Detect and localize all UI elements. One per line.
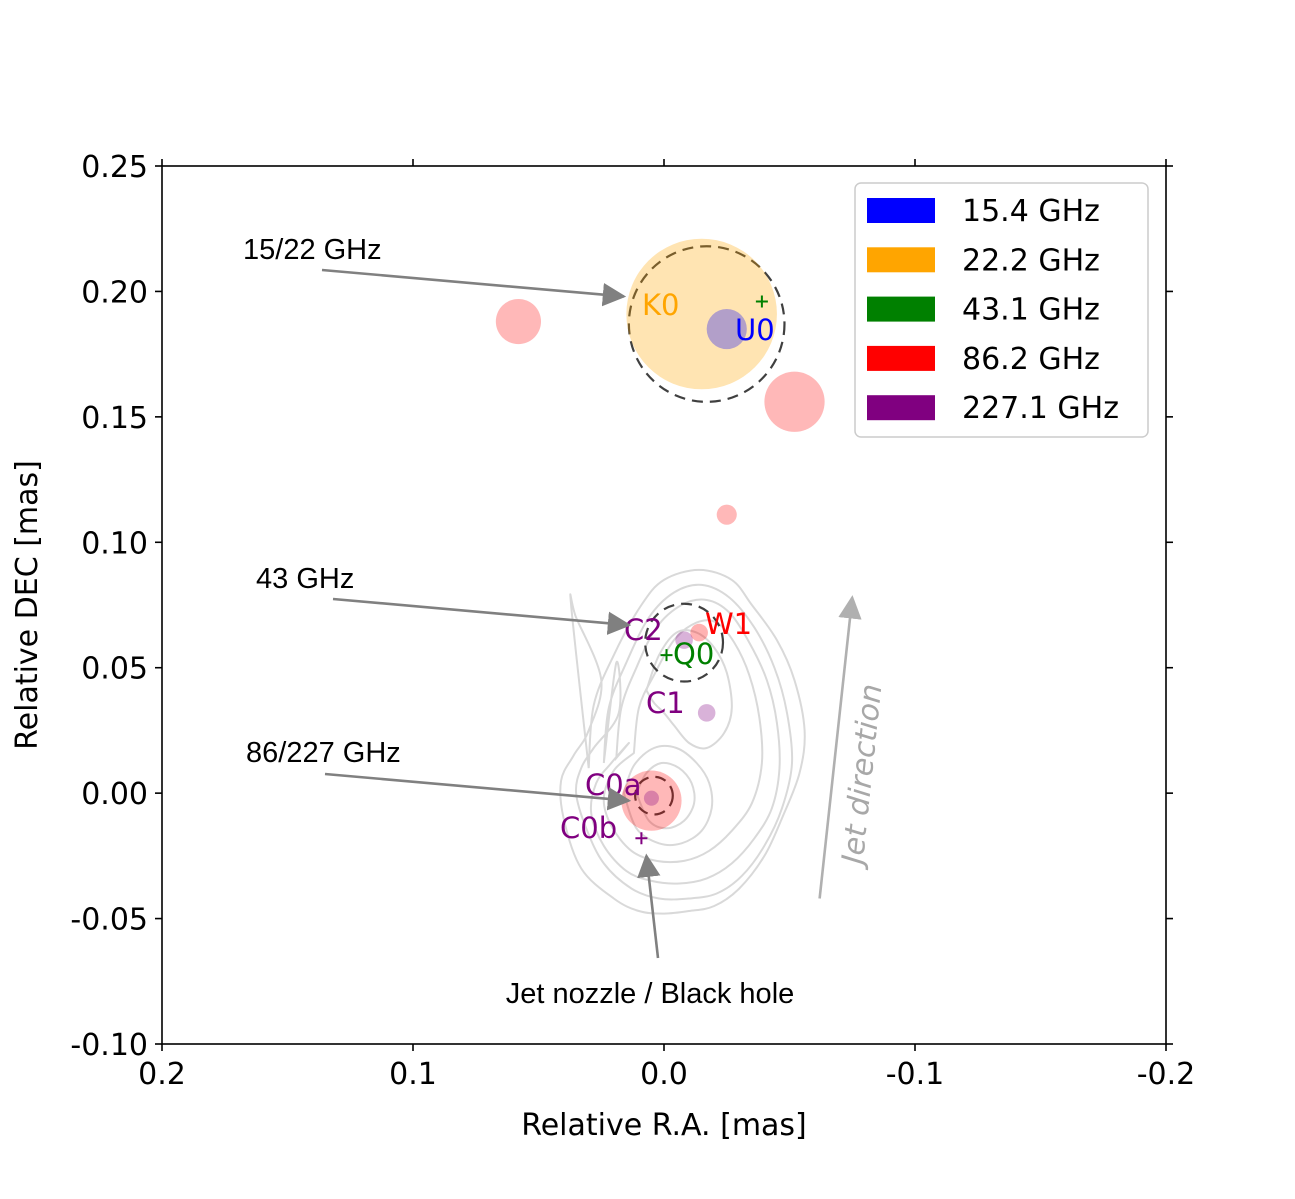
intensity-contour: [602, 619, 764, 864]
label-k0: K0: [642, 288, 679, 322]
x-tick-label: -0.1: [886, 1057, 945, 1092]
label-c2: C2: [624, 613, 663, 647]
y-tick-label: 0.20: [81, 275, 148, 310]
y-tick-label: -0.05: [70, 903, 148, 938]
component-w1: [690, 623, 708, 642]
legend-label: 86.2 GHz: [962, 342, 1100, 377]
y-tick-label: 0.25: [81, 150, 148, 185]
legend-swatch: [867, 296, 935, 322]
annotation-arrow: [332, 597, 632, 635]
contour-layer: [559, 568, 806, 915]
y-tick-label: 0.00: [81, 777, 148, 812]
label-q0: Q0: [673, 637, 714, 671]
tick-layer: 0.2 0.1 0.0 -0.1 -0.2 0.25 0.20 0.15 0.10 0.05 0.0…: [70, 150, 1195, 1092]
component-q0-marker: [660, 649, 673, 662]
component-layer: [495, 238, 825, 845]
beam-circle: [627, 245, 786, 403]
beam-circle-layer: [627, 245, 786, 816]
x-axis-title: Relative R.A. [mas]: [521, 1108, 807, 1143]
annotation-arrow: [324, 772, 632, 811]
y-tick-label: 0.15: [81, 401, 148, 436]
label-w1: W1: [705, 607, 752, 641]
intensity-contour: [559, 568, 806, 915]
component-c1: [697, 704, 716, 722]
intensity-contour: [645, 629, 733, 750]
legend-swatch: [867, 345, 935, 371]
intensity-contour: [622, 744, 714, 847]
label-c0b: C0b: [560, 811, 617, 845]
annotation-arrow: [321, 268, 627, 307]
legend-label: 15.4 GHz: [962, 194, 1100, 229]
x-tick-label: -0.2: [1137, 1057, 1196, 1092]
annotation-label: 86/227 GHz: [246, 737, 401, 769]
annotation-label: Jet nozzle / Black hole: [506, 978, 795, 1010]
legend-swatch: [867, 247, 935, 273]
x-tick-label: 0.1: [389, 1057, 437, 1092]
y-tick-label: -0.10: [70, 1028, 148, 1063]
jet-direction-label: Jet direction: [835, 682, 889, 870]
label-c1: C1: [646, 686, 685, 720]
component-86ghz: [716, 504, 737, 525]
legend-label: 43.1 GHz: [962, 293, 1100, 328]
intensity-contour: [635, 761, 696, 830]
legend-label: 22.2 GHz: [962, 243, 1100, 278]
component-86ghz: [495, 298, 542, 345]
annotation-label: 43 GHz: [256, 563, 354, 595]
intensity-contour: [574, 583, 794, 901]
label-u0: U0: [735, 313, 775, 347]
component-86ghz: [764, 371, 825, 432]
annotation-label: 15/22 GHz: [243, 234, 382, 266]
component-k0: [626, 238, 777, 390]
marker-43ghz: [755, 295, 768, 308]
legend-box: [854, 182, 1149, 438]
legend-label: 227.1 GHz: [962, 391, 1119, 426]
y-tick-label: 0.05: [81, 652, 148, 687]
legend-swatch: [867, 198, 935, 223]
intensity-contour: [589, 598, 781, 885]
component-86ghz: [621, 770, 682, 831]
y-tick-label: 0.10: [81, 526, 148, 561]
annotation-arrow: [637, 853, 661, 959]
legend: 15.4 GHz 22.2 GHz 43.1 GHz 86.2 GHz 227.1 GH…: [854, 182, 1149, 438]
component-c2: [675, 631, 693, 649]
component-c0b-marker: [635, 832, 648, 845]
x-tick-label: 0.0: [640, 1057, 688, 1092]
beam-circle: [634, 775, 674, 816]
beam-circle: [644, 602, 725, 683]
component-u0: [706, 308, 747, 350]
y-axis-title: Relative DEC [mas]: [10, 460, 45, 750]
x-tick-label: 0.2: [138, 1057, 186, 1092]
legend-swatch: [867, 395, 935, 421]
jet-direction-arrow: [818, 595, 862, 899]
component-c0a: [643, 790, 659, 806]
